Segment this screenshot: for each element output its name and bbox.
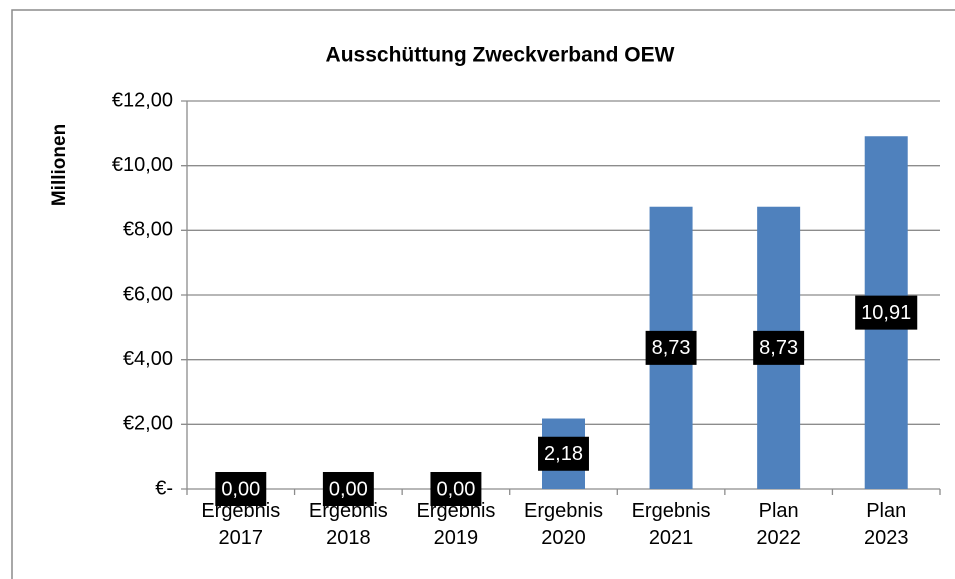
data-label-box — [855, 295, 918, 330]
y-tick-label: €10,00 — [112, 154, 173, 176]
data-label: 0,00 — [430, 472, 482, 506]
x-tick-label: Ergebnis 2021 — [632, 500, 711, 549]
y-tick-label: €8,00 — [123, 219, 173, 241]
data-label-box — [753, 330, 805, 365]
data-label-box — [645, 330, 697, 365]
y-tick-label: €12,00 — [112, 89, 173, 111]
data-label-text: 0,00 — [436, 478, 475, 500]
data-label: 8,73 — [753, 330, 805, 365]
y-tick-label: €- — [155, 477, 173, 499]
data-label-text: 8,73 — [759, 337, 798, 359]
data-label-text: 0,00 — [329, 478, 368, 500]
y-tick-label: €2,00 — [123, 413, 173, 435]
x-tick-line: 2023 — [864, 527, 909, 549]
y-tick-label: €4,00 — [123, 348, 173, 370]
x-tick-line: Plan — [759, 500, 799, 522]
data-label-text: 0,00 — [221, 478, 260, 500]
x-tick-line: 2018 — [326, 527, 371, 549]
x-tick-label: Plan 2022 — [756, 500, 801, 549]
x-tick-line: 2021 — [649, 527, 694, 549]
x-tick-line: 2022 — [756, 527, 801, 549]
chart-title: Ausschüttung Zweckverband OEW — [326, 44, 675, 67]
x-tick-line: Ergebnis — [632, 500, 711, 522]
x-tick-label: Ergebnis 2020 — [524, 500, 603, 549]
x-tick-line: 2020 — [541, 527, 586, 549]
data-label-text: 8,73 — [652, 337, 691, 359]
data-label: 0,00 — [322, 472, 374, 506]
y-tick-label: €6,00 — [123, 283, 173, 305]
data-label-text: 10,91 — [861, 302, 911, 324]
x-tick-line: Plan — [866, 500, 906, 522]
x-tick-line: 2019 — [434, 527, 479, 549]
data-label: 10,91 — [855, 295, 918, 330]
data-label: 2,18 — [538, 436, 589, 471]
x-tick-label: Plan 2023 — [864, 500, 909, 549]
data-label-box — [538, 436, 589, 471]
y-axis-label: Millionen — [49, 124, 70, 206]
data-label-box — [430, 472, 482, 506]
data-label: 8,73 — [645, 330, 697, 365]
data-label-box — [322, 472, 374, 506]
data-label-box — [215, 472, 267, 506]
x-tick-line: Ergebnis — [524, 500, 603, 522]
x-tick-line: 2017 — [219, 527, 264, 549]
data-label-text: 2,18 — [544, 443, 583, 465]
data-label: 0,00 — [215, 472, 267, 506]
